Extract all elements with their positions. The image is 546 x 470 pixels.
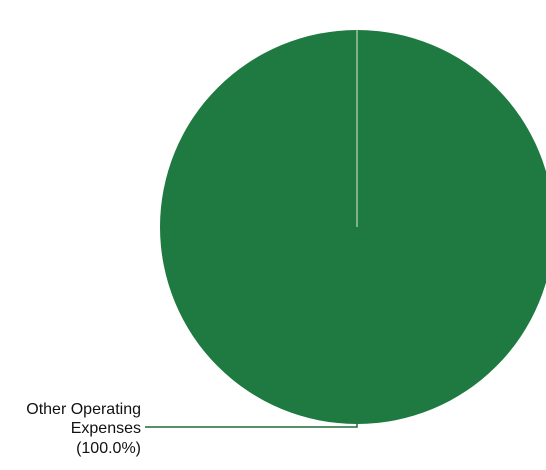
slice-label-line: Expenses [71,420,141,437]
slice-label-line: (100.0%) [76,440,141,457]
slice-label-line: Other Operating [26,401,141,418]
pie-slices [160,30,546,424]
slice-labels: Other Operating Expenses (100.0%) [26,401,358,457]
pie-slice-0 [160,30,546,424]
leader-line-0 [145,424,358,428]
slice-label-0: Other Operating Expenses (100.0%) [26,401,141,457]
